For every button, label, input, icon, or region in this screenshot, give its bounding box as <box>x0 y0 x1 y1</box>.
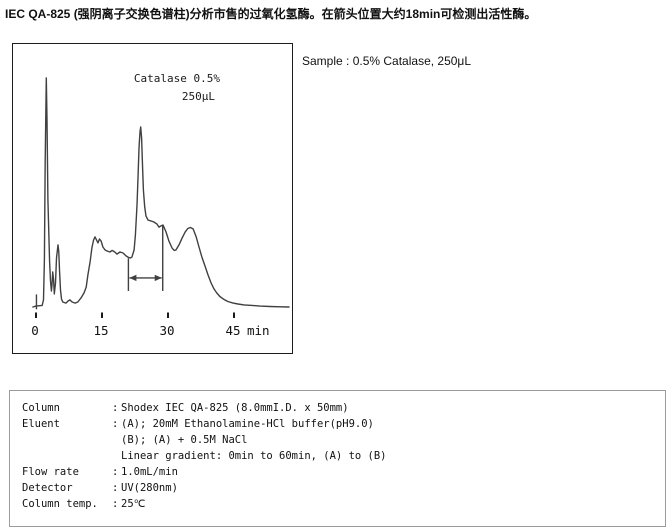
chart-annotation-sample: Catalase 0.5% <box>133 72 220 85</box>
spec-colon: : <box>112 498 119 510</box>
spec-row-column: Column: Shodex IEC QA-825 (8.0mmI.D. x 50… <box>22 400 655 416</box>
spec-colon <box>112 432 121 448</box>
x-axis-tick-label: 30 <box>159 323 174 338</box>
sample-info-text: Sample : 0.5% Catalase, 250μL <box>302 54 472 68</box>
spec-value: (B); (A) + 0.5M NaCl <box>121 434 248 446</box>
chart-annotation-volume: 250μL <box>181 90 215 103</box>
spec-value: (A); 20mM Ethanolamine-HCl buffer(pH9.0) <box>121 418 374 430</box>
spec-label: Flow rate <box>22 466 79 478</box>
spec-value: UV(280nm) <box>121 482 178 494</box>
spec-colon: : <box>112 466 119 478</box>
spec-label: Detector <box>22 482 73 494</box>
chromatogram-plot: 0 15 30 45 min <box>31 77 290 338</box>
spec-colon: : <box>112 482 119 494</box>
conditions-panel: Column: Shodex IEC QA-825 (8.0mmI.D. x 50… <box>9 390 666 527</box>
x-axis-unit-label: min <box>247 323 270 338</box>
spec-label <box>22 432 112 448</box>
spec-label: Column <box>22 402 60 414</box>
chromatogram-panel: 0 15 30 45 min Catalase 0.5% 250μL <box>12 43 293 354</box>
spec-row-eluent: Eluent: (A); 20mM Ethanolamine-HCl buffer… <box>22 416 655 432</box>
spec-value: 1.0mL/min <box>121 466 178 478</box>
x-axis-tick-label: 15 <box>93 323 108 338</box>
spec-colon <box>112 448 121 464</box>
spec-label: Eluent <box>22 418 60 430</box>
marker-arrowhead-left <box>129 274 137 282</box>
spec-row-column-temp: Column temp.:25℃ <box>22 496 655 512</box>
spec-value: Linear gradient: 0min to 60min, (A) to (… <box>121 450 387 462</box>
spec-row-eluent-b: (B); (A) + 0.5M NaCl <box>22 432 655 448</box>
spec-value: Shodex IEC QA-825 (8.0mmI.D. x 50mm) <box>121 402 349 414</box>
spec-colon: : <box>112 402 119 414</box>
spec-row-gradient: Linear gradient: 0min to 60min, (A) to (… <box>22 448 655 464</box>
x-axis-tick-label: 45 <box>225 323 240 338</box>
spec-label <box>22 448 112 464</box>
spec-colon: : <box>112 418 119 430</box>
chromatogram-trace <box>32 77 290 308</box>
document-title: IEC QA-825 (强阴离子交换色谱柱)分析市售的过氧化氢酶。在箭头位置大约… <box>5 7 537 21</box>
spec-row-detector: Detector: UV(280nm) <box>22 480 655 496</box>
spec-label: Column temp. <box>22 498 98 510</box>
marker-arrowhead-right <box>154 274 162 282</box>
spec-value: 25℃ <box>121 498 146 510</box>
x-axis-tick-label: 0 <box>31 323 39 338</box>
chart-annotation: Catalase 0.5% 250μL <box>128 70 220 106</box>
spec-row-flow-rate: Flow rate:1.0mL/min <box>22 464 655 480</box>
